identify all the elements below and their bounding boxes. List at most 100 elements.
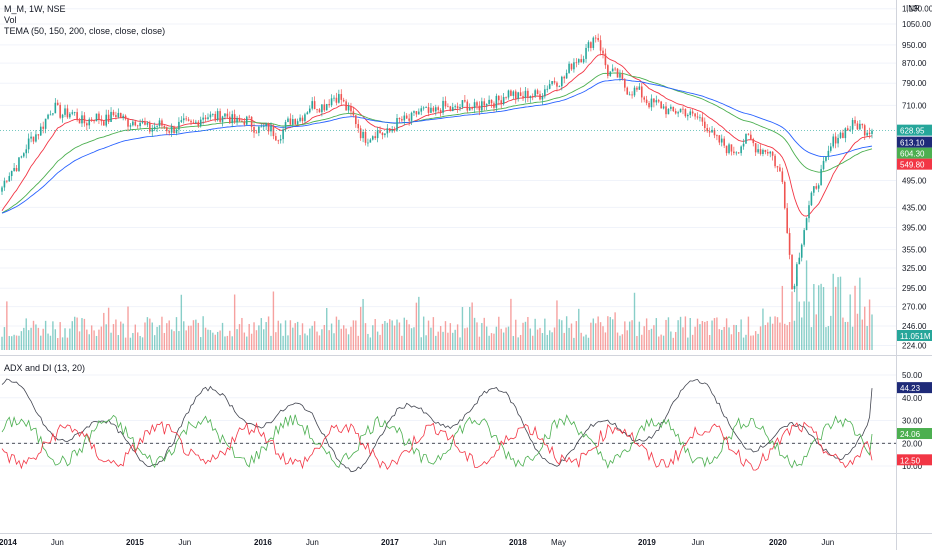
candle-body <box>66 108 69 118</box>
price-tick-label: 435.00 <box>902 203 927 212</box>
candle-body <box>129 125 132 127</box>
volume-bar <box>66 337 69 350</box>
candle-body <box>742 143 745 147</box>
volume-bar <box>658 336 660 350</box>
moving-averages <box>1 54 873 217</box>
candle-body <box>619 73 621 78</box>
tema-legend[interactable]: TEMA (50, 150, 200, close, close, close) <box>4 26 166 36</box>
volume-bar <box>730 334 733 350</box>
candle-body <box>788 233 791 255</box>
volume-bar <box>214 334 216 350</box>
candle-body <box>146 122 149 125</box>
volume-bar <box>645 318 648 350</box>
volume-bar <box>553 327 556 350</box>
candle-body <box>592 37 595 48</box>
volume-bar <box>759 326 762 350</box>
volume-bar <box>27 330 30 350</box>
candle-body <box>132 121 134 126</box>
price-tick-label: 295.00 <box>902 284 927 293</box>
tema150-badge: 604.30 <box>900 150 925 159</box>
volume-bar <box>78 331 81 350</box>
candle-body <box>536 90 539 95</box>
volume-bar <box>488 335 490 350</box>
volume-bar <box>326 307 328 350</box>
volume-bar <box>95 335 98 350</box>
candle-body <box>679 108 682 113</box>
candle-body <box>849 129 851 131</box>
volume-bar <box>493 333 495 350</box>
volume-bar <box>88 334 90 350</box>
candle-body <box>3 180 6 188</box>
candle-body <box>580 59 582 63</box>
candle-body <box>367 142 369 144</box>
tema150-badge-bg <box>897 147 932 159</box>
adx-legend[interactable]: ADX and DI (13, 20) <box>4 363 86 373</box>
tema200-badge: 613.10 <box>900 139 925 148</box>
candle-body <box>192 122 195 124</box>
volume-bar <box>35 324 37 350</box>
volume-bar <box>275 332 277 350</box>
volume-bar <box>401 335 403 350</box>
candle-body <box>599 40 602 51</box>
candle-body <box>747 133 750 135</box>
volume-bar <box>190 325 192 350</box>
volume-bar <box>23 327 25 350</box>
volume-bar <box>345 328 347 350</box>
volume-bar <box>243 332 246 350</box>
volume-bar <box>132 333 134 350</box>
candle-body <box>25 149 28 154</box>
candle-body <box>478 105 481 111</box>
volume-bar <box>238 324 241 350</box>
volume-bar <box>541 333 544 350</box>
volume-bar <box>180 294 183 350</box>
candle-body <box>703 121 706 129</box>
volume-bar <box>691 334 694 350</box>
volume-bar <box>158 325 161 350</box>
candle-body <box>49 114 52 116</box>
candle-body <box>662 106 665 109</box>
ma-line-tema-150 <box>1 72 873 214</box>
candle-body <box>54 102 57 114</box>
ma-line-tema-50 <box>1 54 873 217</box>
volume-bar <box>592 318 595 350</box>
volume-badge-bg <box>897 330 932 341</box>
price-tick-label: 710.00 <box>902 101 927 110</box>
volume-bar <box>595 323 597 350</box>
candle-body <box>32 136 35 142</box>
candle-body <box>369 139 372 143</box>
volume-bar <box>54 329 57 350</box>
volume-bar <box>279 323 282 350</box>
price-tick-label: 270.00 <box>902 303 927 312</box>
volume-bar <box>415 302 418 350</box>
candle-body <box>304 114 306 122</box>
candle-body <box>23 153 25 157</box>
candle-body <box>352 111 355 116</box>
candle-body <box>321 104 323 113</box>
candle-body <box>277 140 280 142</box>
tema200-badge-bg <box>897 136 932 148</box>
volume-bar <box>866 325 868 350</box>
volume-legend[interactable]: Vol <box>4 15 17 25</box>
candle-body <box>556 82 558 87</box>
volume-bar <box>476 322 478 350</box>
candle-body <box>1 187 3 192</box>
volume-bar <box>769 316 771 350</box>
candle-body <box>236 117 238 123</box>
candle-body <box>78 119 81 124</box>
volume-bar <box>834 286 837 350</box>
adx-badge: 44.23 <box>900 384 921 393</box>
candle-body <box>323 104 326 111</box>
candle-body <box>432 107 435 112</box>
volume-bar <box>25 318 27 350</box>
candle-body <box>817 185 820 189</box>
volume-bar <box>512 336 515 350</box>
candle-body <box>502 97 505 105</box>
volume-bar <box>367 333 369 350</box>
symbol-legend[interactable]: M_M, 1W, NSE <box>4 4 66 14</box>
candle-body <box>468 107 471 111</box>
candle-body <box>376 130 379 139</box>
candle-body <box>95 113 98 122</box>
volume-bar <box>699 324 701 350</box>
candle-body <box>190 120 192 123</box>
